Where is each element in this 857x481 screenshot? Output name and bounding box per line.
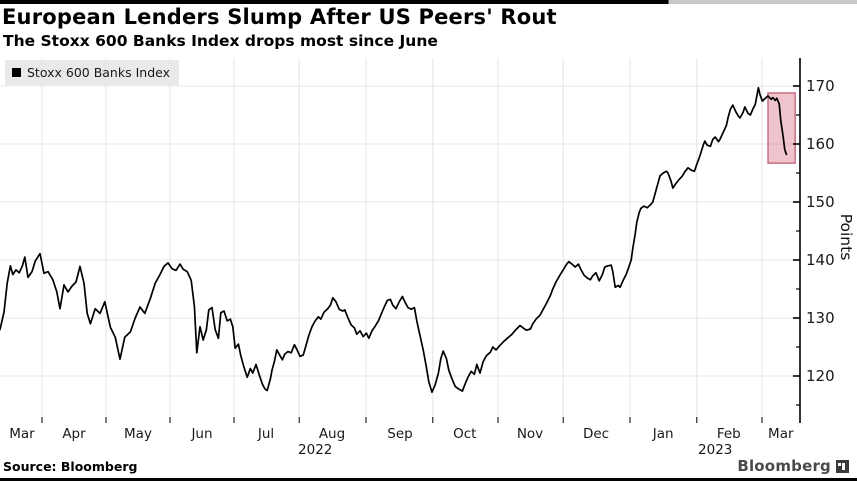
- x-month-label: Oct: [453, 426, 476, 442]
- x-month-label: Feb: [717, 426, 741, 442]
- legend-label: Stoxx 600 Banks Index: [27, 65, 170, 80]
- x-year-label: 2023: [698, 442, 732, 458]
- y-tick-label: 130: [806, 309, 835, 327]
- highlight-box: [767, 92, 796, 164]
- x-month-label: Jan: [652, 426, 674, 442]
- x-month-label: Mar: [768, 426, 794, 442]
- legend-swatch-icon: [12, 68, 21, 77]
- bottom-accent-bar: [0, 478, 857, 481]
- source-credit: Source: Bloomberg: [3, 459, 138, 474]
- y-tick-label: 140: [806, 251, 835, 269]
- x-month-label: Jul: [257, 426, 274, 442]
- page-title: European Lenders Slump After US Peers' R…: [2, 5, 557, 29]
- x-year-label: 2022: [298, 442, 332, 458]
- top-accent-bar: [0, 0, 857, 4]
- y-tick-label: 120: [806, 367, 835, 385]
- page-subtitle: The Stoxx 600 Banks Index drops most sin…: [3, 32, 438, 50]
- bloomberg-logo-icon: [836, 459, 849, 473]
- y-tick-label: 150: [806, 193, 835, 211]
- bloomberg-watermark-text: Bloomberg: [737, 457, 831, 475]
- x-month-label: Apr: [62, 426, 86, 442]
- chart-legend: Stoxx 600 Banks Index: [5, 60, 179, 85]
- x-month-label: Jun: [190, 426, 212, 442]
- x-month-label: Mar: [9, 426, 35, 442]
- bloomberg-watermark: Bloomberg: [737, 457, 849, 475]
- series-line: [0, 86, 788, 394]
- x-month-label: Nov: [517, 426, 543, 442]
- y-tick-label: 170: [806, 77, 835, 95]
- x-month-label: Dec: [583, 426, 609, 442]
- x-month-label: May: [124, 426, 152, 442]
- x-month-label: Sep: [387, 426, 412, 442]
- x-month-label: Aug: [319, 426, 345, 442]
- y-axis-title: Points: [837, 214, 855, 261]
- y-tick-label: 160: [806, 135, 835, 153]
